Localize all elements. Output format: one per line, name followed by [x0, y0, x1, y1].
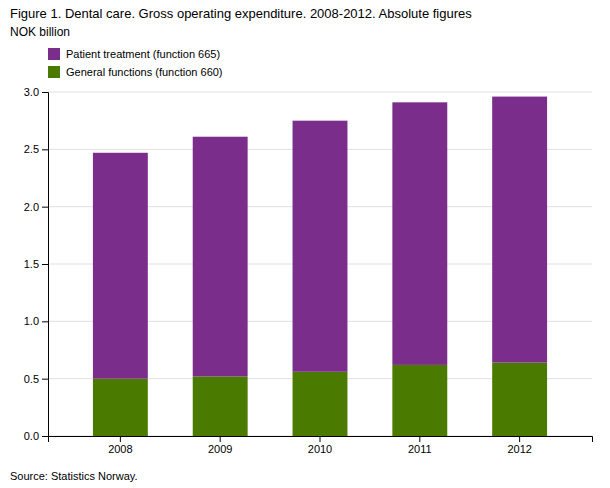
tick-mark	[419, 436, 420, 442]
tick-label: 1.5	[24, 258, 39, 270]
bar	[193, 376, 248, 436]
tick: 0.5	[24, 373, 48, 385]
series	[93, 363, 547, 436]
tick: 1.5	[24, 258, 48, 270]
annotation: Source: Statistics Norway.	[10, 470, 138, 482]
tick-label: 0.0	[24, 430, 39, 442]
tick-label: 2008	[108, 443, 132, 455]
tick-mark	[519, 436, 520, 442]
tick-label: 2.0	[24, 201, 39, 213]
series	[93, 97, 547, 379]
bar	[93, 379, 148, 436]
tick: 2009	[208, 436, 232, 455]
bar	[392, 365, 447, 436]
tick-mark	[42, 92, 48, 93]
legend-label: Patient treatment (function 665)	[66, 48, 220, 60]
legend-swatch	[48, 66, 60, 78]
x-axis: 2008 2009 2010 2011 2012	[49, 436, 593, 455]
bar	[392, 102, 447, 365]
tick-label: 1.0	[24, 315, 39, 327]
tick-label: 2.5	[24, 143, 39, 155]
tick-mark	[120, 436, 121, 442]
grid-line	[48, 92, 592, 93]
legend-item: Patient treatment (function 665)	[48, 48, 220, 60]
tick-label: 2009	[208, 443, 232, 455]
tick-mark	[320, 436, 321, 442]
subtitle: NOK billion	[10, 25, 70, 39]
tick: 2012	[507, 436, 531, 455]
tick: 2.0	[24, 201, 48, 213]
tick: 2011	[408, 436, 432, 455]
tick-mark	[42, 379, 48, 380]
grid	[48, 92, 592, 436]
bars	[93, 97, 547, 436]
tick: 2008	[108, 436, 132, 455]
plot: 0.0 0.5 1.0 1.5 2.0 2.5 3.0 2008 2009 2010 2011 201…	[24, 86, 593, 455]
title: Figure 1. Dental care. Gross operating e…	[10, 6, 472, 21]
tick-mark	[220, 436, 221, 442]
bar	[492, 97, 547, 363]
axis-line	[42, 93, 49, 437]
bar	[293, 121, 348, 372]
legend-label: General functions (function 660)	[66, 66, 223, 78]
axis-line	[49, 437, 593, 443]
bar	[492, 363, 547, 436]
tick-mark	[42, 149, 48, 150]
tick-label: 2012	[507, 443, 531, 455]
tick: 3.0	[24, 86, 48, 98]
legend: Patient treatment (function 665) General …	[48, 48, 223, 78]
tick-mark	[42, 436, 48, 437]
tick-label: 3.0	[24, 86, 39, 98]
tick: 0.0	[24, 430, 48, 442]
chart: Figure 1. Dental care. Gross operating e…	[0, 0, 610, 488]
bar	[293, 372, 348, 436]
legend-swatch	[48, 48, 60, 60]
y-axis: 0.0 0.5 1.0 1.5 2.0 2.5 3.0	[24, 86, 49, 442]
tick: 2.5	[24, 143, 48, 155]
tick: 1.0	[24, 315, 48, 327]
tick-label: 2011	[408, 443, 432, 455]
bar	[193, 137, 248, 377]
tick-mark	[42, 264, 48, 265]
bar	[93, 153, 148, 379]
tick-label: 2010	[308, 443, 332, 455]
tick-mark	[42, 321, 48, 322]
legend-item: General functions (function 660)	[48, 66, 223, 78]
tick-label: 0.5	[24, 373, 39, 385]
tick: 2010	[308, 436, 332, 455]
tick-mark	[42, 207, 48, 208]
